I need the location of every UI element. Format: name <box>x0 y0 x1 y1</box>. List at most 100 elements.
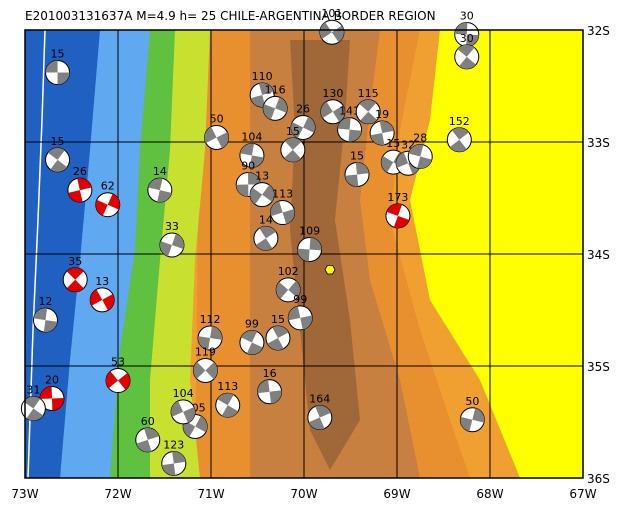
compression-quadrant <box>171 233 184 249</box>
compression-quadrant <box>291 122 304 139</box>
focal-mechanism <box>446 127 472 153</box>
focal-mechanism <box>280 137 306 163</box>
compression-quadrant <box>267 338 284 350</box>
depth-label: 141 <box>339 105 360 118</box>
compression-quadrant <box>77 178 92 191</box>
focal-mechanism <box>319 19 345 45</box>
compression-quadrant <box>210 326 223 340</box>
compression-quadrant <box>259 226 276 239</box>
depth-label: 102 <box>278 265 299 278</box>
compression-quadrant <box>263 104 276 120</box>
focal-mechanism <box>45 60 71 86</box>
compression-quadrant <box>360 111 378 124</box>
compression-quadrant <box>272 326 289 338</box>
depth-label: 112 <box>200 313 221 326</box>
y-tick-label: 35S <box>587 360 610 374</box>
compression-quadrant <box>393 215 410 228</box>
compression-quadrant <box>381 155 394 173</box>
focal-mechanism <box>355 99 381 125</box>
compression-quadrant <box>275 97 288 113</box>
focal-mechanism <box>204 125 230 151</box>
compression-quadrant <box>193 361 206 379</box>
focal-mechanism <box>20 396 46 422</box>
focal-mechanism <box>197 325 223 351</box>
depth-label: 109 <box>299 225 320 238</box>
focal-mechanism <box>249 182 275 208</box>
y-tick-label: 36S <box>587 472 610 486</box>
depth-label: 35 <box>68 255 82 268</box>
compression-quadrant <box>66 267 84 280</box>
focal-mechanism <box>307 405 333 431</box>
compression-quadrant <box>332 105 345 122</box>
compression-quadrant <box>451 127 469 140</box>
compression-quadrant <box>90 289 103 306</box>
compression-quadrant <box>171 400 184 417</box>
compression-quadrant <box>257 379 270 394</box>
focal-mechanism <box>275 277 301 303</box>
compression-quadrant <box>159 241 172 257</box>
x-tick-label: 73W <box>11 487 38 501</box>
compression-quadrant <box>105 371 118 389</box>
depth-label: 50 <box>210 113 224 126</box>
compression-quadrant <box>95 199 108 216</box>
compression-quadrant <box>66 279 84 292</box>
focal-mechanism <box>385 203 411 229</box>
focal-mechanism <box>459 407 485 433</box>
compression-quadrant <box>297 248 310 262</box>
focal-mechanism <box>62 267 88 293</box>
compression-quadrant <box>466 34 479 47</box>
depth-label: 62 <box>101 180 115 193</box>
compression-quadrant <box>269 390 282 404</box>
focal-mechanism <box>161 450 187 476</box>
compression-quadrant <box>315 405 331 418</box>
compression-quadrant <box>102 294 115 311</box>
depth-label: 50 <box>465 395 479 408</box>
compression-quadrant <box>148 178 163 191</box>
focal-mechanism <box>45 147 71 173</box>
depth-label: 53 <box>111 356 125 369</box>
compression-quadrant <box>183 407 196 423</box>
x-tick-label: 70W <box>290 487 317 501</box>
depth-label: 19 <box>375 108 389 121</box>
compression-quadrant <box>284 137 302 150</box>
depth-label: 20 <box>45 373 59 386</box>
compression-quadrant <box>43 320 58 333</box>
focal-mechanism <box>239 329 265 355</box>
depth-label: 113 <box>217 380 238 393</box>
depth-label: 15 <box>350 149 364 162</box>
compression-quadrant <box>386 203 403 216</box>
compression-quadrant <box>348 129 362 142</box>
depth-label: 15 <box>386 137 400 150</box>
compression-quadrant <box>23 396 41 409</box>
compression-quadrant <box>57 72 70 85</box>
y-tick-label: 33S <box>587 136 610 150</box>
compression-quadrant <box>144 427 160 440</box>
compression-quadrant <box>221 405 239 418</box>
compression-quadrant <box>161 463 176 476</box>
depth-label: 15 <box>51 48 65 61</box>
focal-mechanism <box>67 177 93 203</box>
compression-quadrant <box>262 184 275 202</box>
compression-quadrant <box>33 308 48 321</box>
x-tick-label: 71W <box>197 487 224 501</box>
compression-quadrant <box>68 190 83 203</box>
depth-label: 110 <box>252 70 273 83</box>
focal-mechanism <box>320 99 346 125</box>
compression-quadrant <box>198 336 211 350</box>
compression-quadrant <box>459 56 476 69</box>
compression-quadrant <box>195 415 208 433</box>
focal-mechanism <box>95 192 121 218</box>
focal-mechanism <box>369 120 395 146</box>
compression-quadrant <box>355 162 369 175</box>
depth-label: 15 <box>51 135 65 148</box>
depth-label: 14 <box>259 213 273 226</box>
compression-quadrant <box>183 420 196 437</box>
focal-mechanism <box>147 177 173 203</box>
depth-label: 116 <box>265 83 286 96</box>
compression-quadrant <box>288 306 301 321</box>
compression-quadrant <box>39 386 52 399</box>
depth-label: 104 <box>173 387 194 400</box>
depth-label: 15 <box>271 313 285 326</box>
depth-label: 14 <box>153 165 167 178</box>
compression-quadrant <box>26 408 44 421</box>
